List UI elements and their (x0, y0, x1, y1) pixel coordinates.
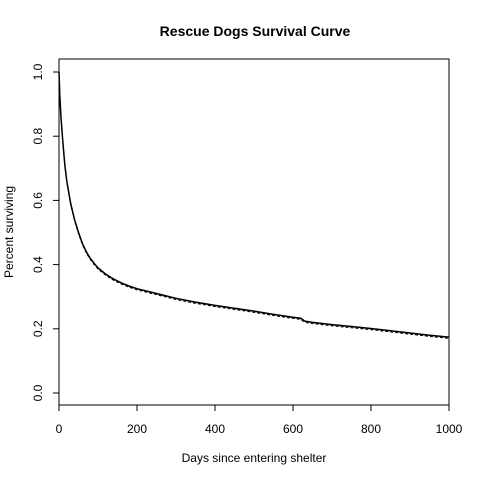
y-axis: 0.0 0.2 0.4 0.6 0.8 1.0 (31, 63, 60, 401)
survival-curve-line (58, 71, 450, 338)
y-tick-label: 0.8 (31, 128, 45, 145)
y-tick-label: 0.4 (31, 256, 45, 273)
series-group (58, 71, 450, 339)
survival-curve-confidence-line (58, 73, 450, 339)
chart-title: Rescue Dogs Survival Curve (160, 23, 351, 39)
x-axis: 0 200 400 600 800 1000 (56, 404, 463, 436)
x-tick-label: 800 (361, 422, 381, 436)
x-tick-label: 0 (56, 422, 63, 436)
y-axis-label: Percent surviving (2, 186, 16, 278)
y-tick-label: 0.0 (31, 384, 45, 401)
y-tick-label: 0.2 (31, 320, 45, 337)
x-tick-label: 600 (283, 422, 303, 436)
plot-area-frame (58, 58, 450, 406)
x-tick-label: 1000 (436, 422, 463, 436)
x-axis-label: Days since entering shelter (182, 451, 327, 465)
y-tick-label: 1.0 (31, 63, 45, 80)
y-tick-label: 0.6 (31, 192, 45, 209)
x-tick-label: 400 (205, 422, 225, 436)
x-tick-label: 200 (127, 422, 147, 436)
